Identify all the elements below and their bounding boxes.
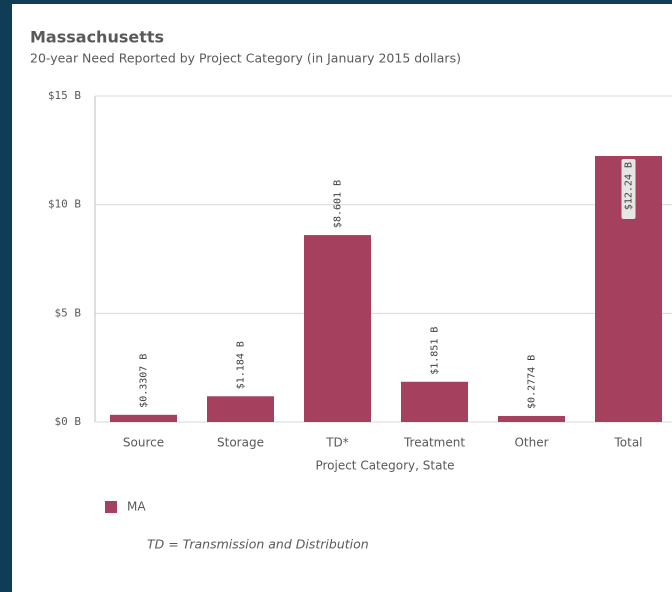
- x-axis-label: Project Category, State: [315, 459, 454, 473]
- chart-subtitle: 20-year Need Reported by Project Categor…: [30, 51, 461, 66]
- y-tick-label: $10 B: [48, 198, 81, 211]
- chart-title: Massachusetts: [30, 28, 164, 47]
- legend-label: MA: [127, 500, 146, 514]
- x-tick-label: Storage: [217, 436, 264, 450]
- value-label: $0.2774 B: [527, 355, 538, 409]
- value-label: $1.184 B: [236, 341, 247, 389]
- value-label: $1.851 B: [430, 327, 441, 375]
- x-tick-label: Source: [123, 436, 164, 450]
- bar: [498, 415, 565, 422]
- bar: [304, 235, 371, 422]
- y-tick-label: $0 B: [55, 415, 82, 428]
- bar: [401, 381, 468, 422]
- x-tick-label: Treatment: [403, 436, 465, 450]
- x-tick-label: Other: [514, 436, 548, 450]
- value-label: $12.24 B: [624, 162, 635, 210]
- annotation: TD = Transmission and Distribution: [147, 537, 369, 552]
- value-label-bg: [621, 158, 636, 219]
- value-label: $8.601 B: [333, 180, 344, 228]
- value-label: $0.3307 B: [139, 354, 150, 408]
- x-tick-label: TD*: [325, 436, 349, 450]
- x-tick-label: Total: [613, 436, 642, 450]
- bar: [207, 396, 274, 422]
- y-tick-label: $15 B: [48, 89, 81, 102]
- bar: [110, 414, 177, 422]
- y-tick-label: $5 B: [55, 306, 82, 319]
- legend-swatch: [105, 501, 117, 513]
